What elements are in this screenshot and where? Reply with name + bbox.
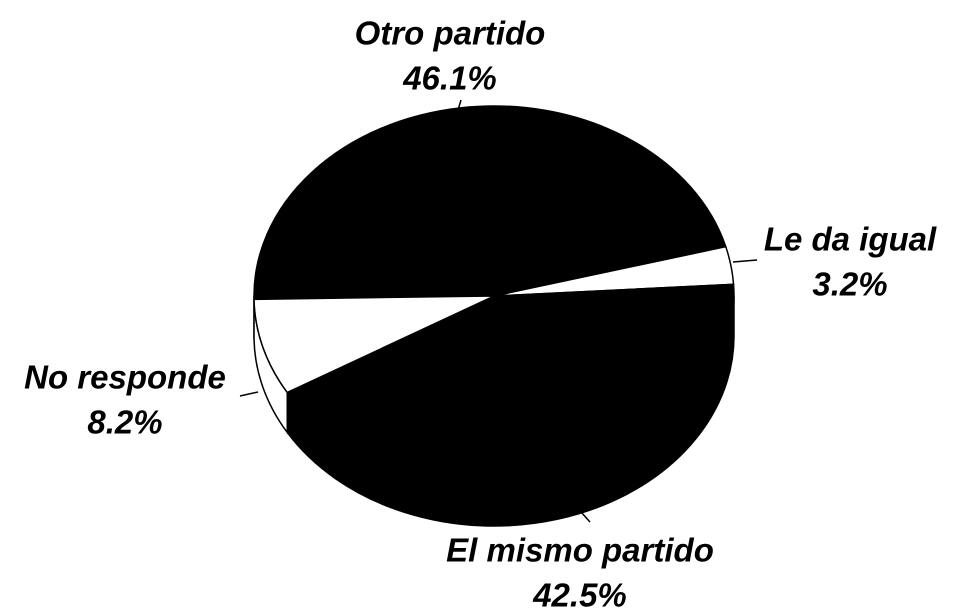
value-label: 8.2%: [87, 404, 162, 441]
value-label: 46.1%: [402, 60, 497, 97]
leader-line: [454, 99, 462, 121]
leader-line: [571, 501, 591, 523]
slice-label: Otro partido: [355, 15, 546, 52]
slice-label: El mismo partido: [446, 532, 714, 569]
slice-label: Le da igual: [764, 221, 937, 258]
leader-line: [239, 391, 259, 397]
value-label: 42.5%: [532, 577, 627, 609]
value-label: 3.2%: [812, 266, 887, 303]
pie-slice: [286, 283, 735, 487]
slice-label: No responde: [24, 359, 226, 396]
pie-slice: [253, 105, 727, 301]
pie-slice: [253, 295, 495, 394]
leader-line: [732, 259, 758, 263]
